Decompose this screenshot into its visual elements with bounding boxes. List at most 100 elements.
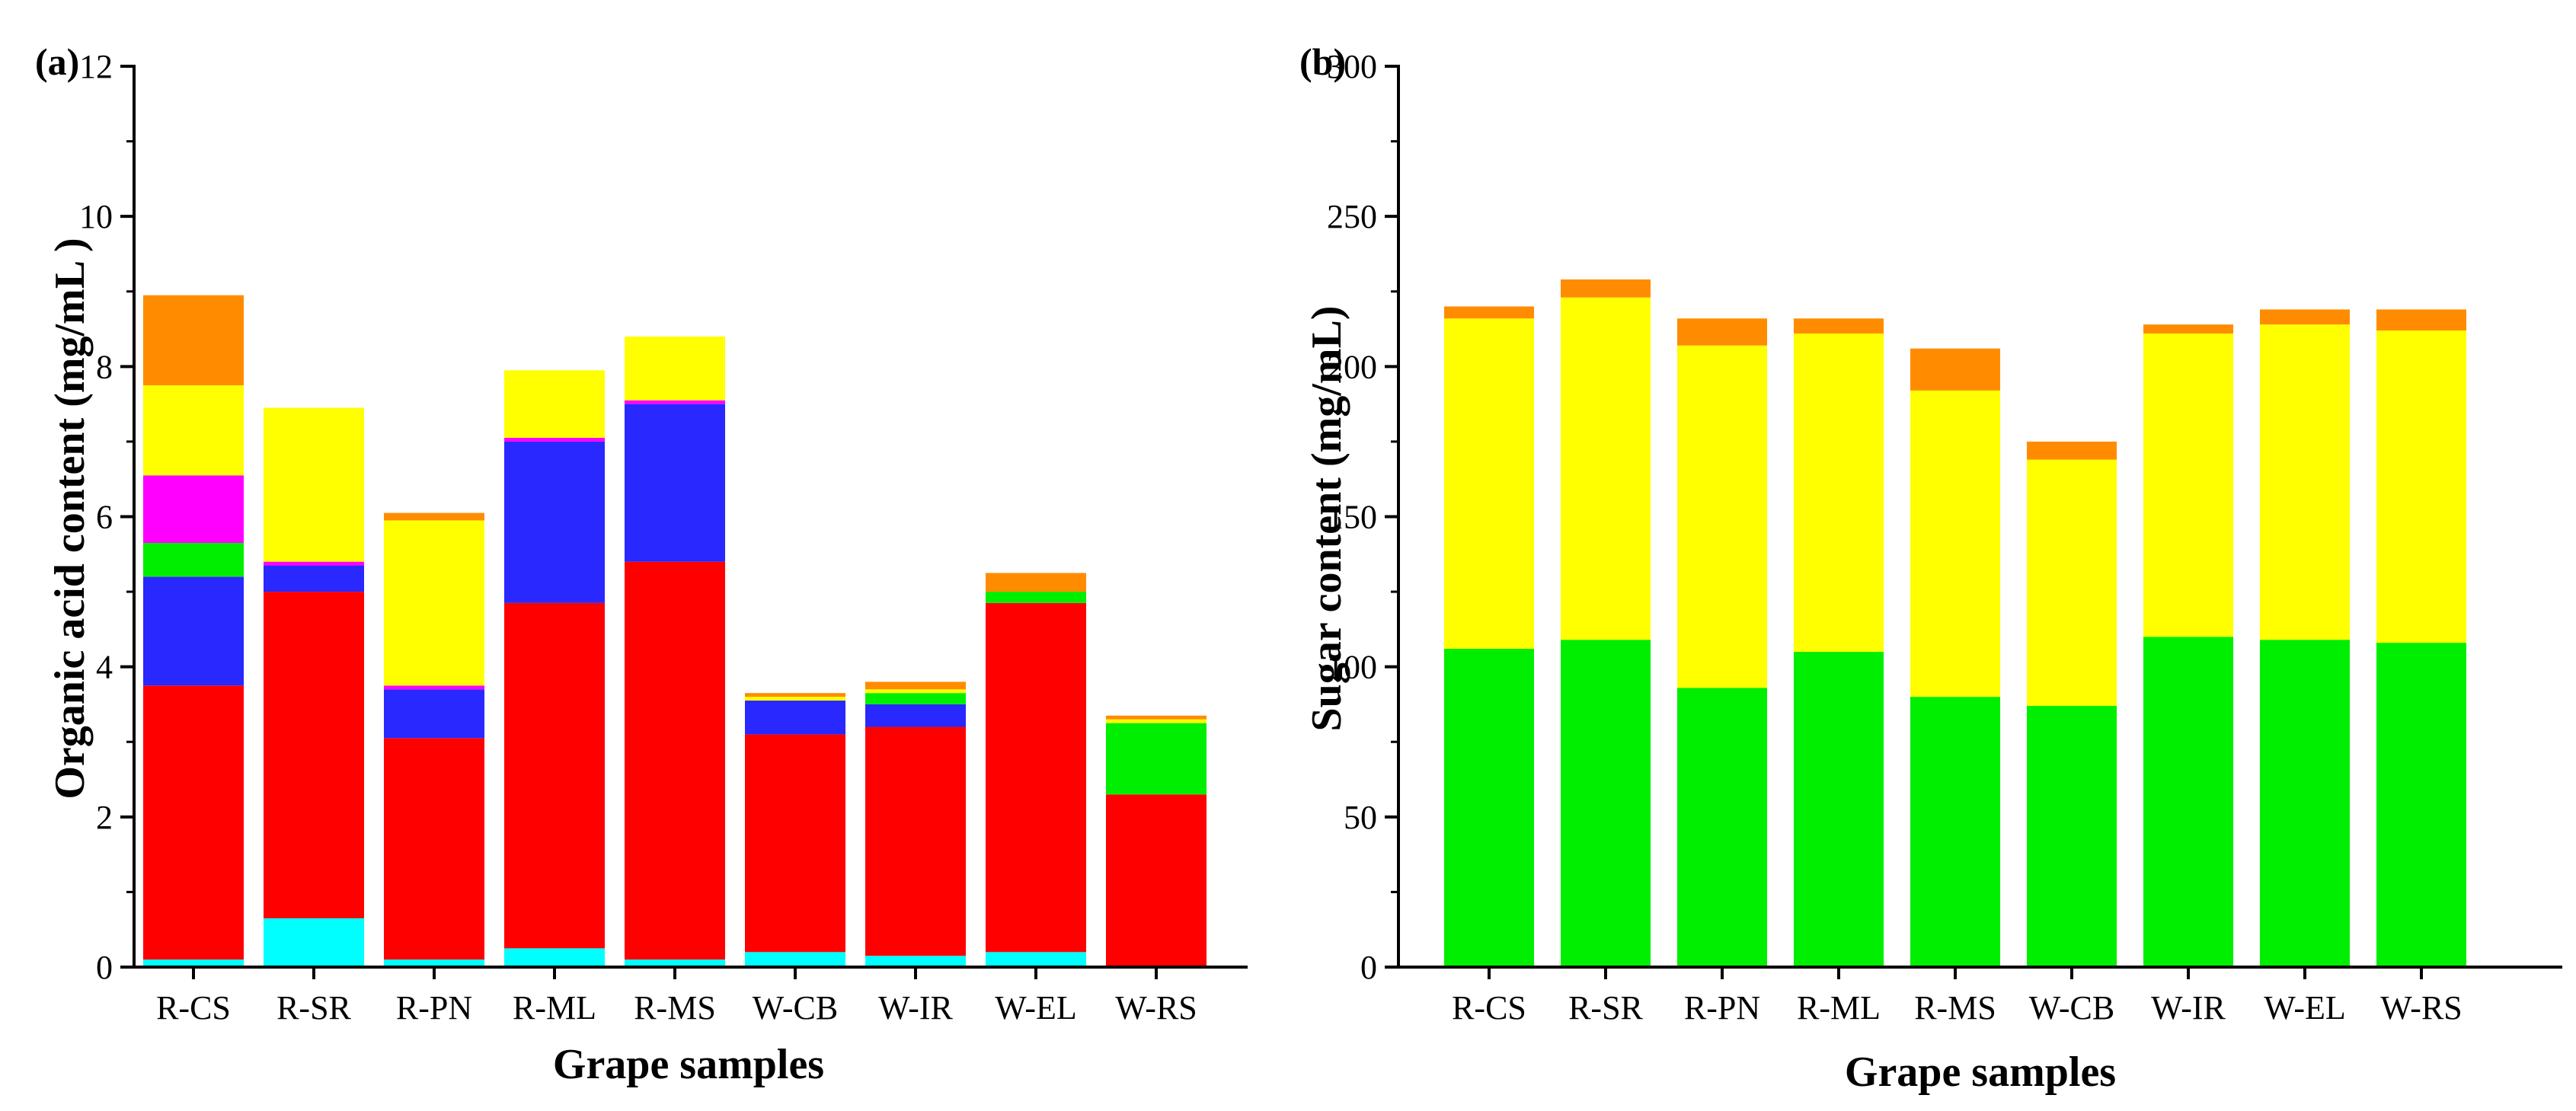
- a-bar-r-ms-citric-acid: [625, 336, 725, 401]
- a-bar-r-cs-succinic-acid: [143, 295, 244, 385]
- a-bar-r-cs-citric-acid: [143, 385, 244, 476]
- a-y-tick-label: 2: [96, 799, 113, 836]
- a-y-tick-label: 10: [79, 198, 113, 235]
- a-bar-r-sr-citric-acid: [264, 407, 364, 562]
- b-bar-r-cs-fructose: [1444, 318, 1534, 650]
- a-y-tick-label: 12: [79, 48, 113, 85]
- panel-b-y-axis-title: Sugar content (mg/mL): [1303, 306, 1350, 732]
- a-bar-r-pn-tartaric-acid: [384, 738, 484, 960]
- a-bar-w-rs-tartaric-acid: [1106, 794, 1207, 967]
- b-bar-w-cb-glucose: [2027, 705, 2117, 967]
- b-bar-r-pn-fructose: [1677, 345, 1767, 688]
- b-bar-w-rs-fructose: [2376, 330, 2466, 643]
- a-bar-r-ms-oxalic-acid: [625, 400, 725, 404]
- a-bar-w-el-succinic-acid: [986, 573, 1086, 592]
- a-bar-r-sr-quinic-acid: [264, 918, 364, 967]
- b-bar-r-sr-sucrose: [1561, 279, 1651, 298]
- a-bar-w-rs-citric-acid: [1106, 719, 1207, 723]
- b-y-tick-label: 250: [1327, 198, 1377, 235]
- a-bar-r-ml-quinic-acid: [504, 948, 605, 967]
- a-bar-r-ml-tartaric-acid: [504, 602, 605, 949]
- a-y-tick-label: 0: [96, 949, 113, 986]
- a-bar-w-cb-malic-acid: [745, 701, 845, 735]
- panel-a-y-axis-title: Organic acid content (mg/mL ): [46, 238, 94, 799]
- a-bar-r-pn-quinic-acid: [384, 959, 484, 967]
- b-x-tick-label-w-cb: W-CB: [2029, 989, 2114, 1026]
- b-y-tick-label: 50: [1344, 799, 1377, 836]
- a-bar-r-cs-quinic-acid: [143, 959, 244, 967]
- b-bar-r-ml-sucrose: [1794, 318, 1884, 334]
- a-bar-w-cb-citric-acid: [745, 697, 845, 701]
- panel-a-x-axis-title: Grape samples: [553, 1041, 824, 1088]
- a-bar-w-rs-lactic-acid: [1106, 723, 1207, 795]
- a-bar-w-ir-malic-acid: [865, 704, 966, 727]
- b-bar-w-el-glucose: [2260, 640, 2350, 967]
- a-x-tick-label-r-ms: R-MS: [634, 989, 716, 1026]
- b-bar-r-cs-sucrose: [1444, 306, 1534, 319]
- panel-b-label: (b): [1299, 40, 1346, 83]
- a-x-tick-label-w-rs: W-RS: [1115, 989, 1197, 1026]
- a-bar-r-ml-malic-acid: [504, 441, 605, 603]
- a-bar-w-ir-quinic-acid: [865, 956, 966, 967]
- b-x-tick-label-w-rs: W-RS: [2380, 989, 2463, 1026]
- panel-b-x-axis-title: Grape samples: [1845, 1049, 2116, 1096]
- a-bar-r-sr-malic-acid: [264, 565, 364, 592]
- a-bar-r-ml-citric-acid: [504, 370, 605, 438]
- b-bar-w-ir-sucrose: [2143, 324, 2233, 334]
- b-bar-r-ms-sucrose: [1910, 348, 2000, 391]
- b-x-tick-label-r-sr: R-SR: [1568, 989, 1643, 1026]
- b-y-tick-label: 150: [1327, 499, 1377, 536]
- panel-a-bars: [143, 295, 1207, 967]
- a-bar-w-cb-quinic-acid: [745, 952, 845, 967]
- a-bar-w-ir-succinic-acid: [865, 682, 966, 690]
- b-bar-r-pn-glucose: [1677, 688, 1767, 967]
- a-bar-r-cs-malic-acid: [143, 576, 244, 686]
- b-bar-w-rs-glucose: [2376, 643, 2466, 967]
- a-bar-r-pn-oxalic-acid: [384, 685, 484, 690]
- a-bar-r-pn-succinic-acid: [384, 512, 484, 521]
- a-x-tick-label-w-el: W-EL: [995, 989, 1077, 1026]
- a-bar-r-ms-tartaric-acid: [625, 561, 725, 960]
- a-x-tick-label-w-ir: W-IR: [878, 989, 953, 1026]
- a-bar-w-ir-lactic-acid: [865, 693, 966, 704]
- a-bar-r-cs-tartaric-acid: [143, 685, 244, 960]
- b-bar-r-ms-fructose: [1910, 390, 2000, 698]
- a-y-tick-label: 8: [96, 348, 113, 385]
- b-bar-w-cb-fructose: [2027, 459, 2117, 706]
- a-x-tick-label-w-cb: W-CB: [753, 989, 838, 1026]
- a-bar-r-cs-oxalic-acid: [143, 475, 244, 544]
- a-bar-w-el-quinic-acid: [986, 952, 1086, 967]
- b-bar-r-ms-glucose: [1910, 697, 2000, 967]
- panel-a-label: (a): [35, 40, 79, 83]
- b-bar-r-ml-glucose: [1794, 651, 1884, 967]
- a-x-tick-label-r-ml: R-ML: [513, 989, 596, 1026]
- b-x-tick-label-r-ml: R-ML: [1797, 989, 1881, 1026]
- panel-b-axes: 0 50 100 150 200 250 300 R-CS R-SR R-PN R-ML R-MS W-…: [1327, 48, 2562, 1026]
- a-bar-r-pn-citric-acid: [384, 520, 484, 686]
- a-bar-r-sr-tartaric-acid: [264, 592, 364, 918]
- a-x-tick-label-r-pn: R-PN: [396, 989, 472, 1026]
- a-y-tick-label: 4: [96, 649, 113, 686]
- a-x-tick-label-r-sr: R-SR: [276, 989, 351, 1026]
- b-bar-r-pn-sucrose: [1677, 318, 1767, 346]
- a-bar-r-sr-oxalic-acid: [264, 561, 364, 566]
- b-x-tick-label-w-ir: W-IR: [2151, 989, 2226, 1026]
- a-bar-r-ms-quinic-acid: [625, 959, 725, 967]
- b-bar-w-rs-sucrose: [2376, 309, 2466, 331]
- b-x-tick-label-r-cs: R-CS: [1452, 989, 1526, 1026]
- b-y-tick-label: 200: [1327, 348, 1377, 385]
- panel-a-axes: 0 2 4 6 8 10 12 R-CS R-SR R-PN R-ML R-MS W-CB W-IR W-E…: [79, 48, 1248, 1026]
- b-y-tick-label: 0: [1360, 949, 1377, 986]
- b-bar-r-ml-fructose: [1794, 333, 1884, 652]
- b-x-tick-label-r-ms: R-MS: [1914, 989, 1996, 1026]
- a-x-tick-label-r-cs: R-CS: [156, 989, 231, 1026]
- a-bar-w-rs-succinic-acid: [1106, 715, 1207, 720]
- a-bar-w-ir-tartaric-acid: [865, 726, 966, 956]
- b-bar-r-sr-fructose: [1561, 297, 1651, 640]
- a-bar-w-el-lactic-acid: [986, 592, 1086, 603]
- b-bar-w-ir-fructose: [2143, 333, 2233, 637]
- b-bar-r-sr-glucose: [1561, 640, 1651, 967]
- a-bar-w-cb-tartaric-acid: [745, 734, 845, 953]
